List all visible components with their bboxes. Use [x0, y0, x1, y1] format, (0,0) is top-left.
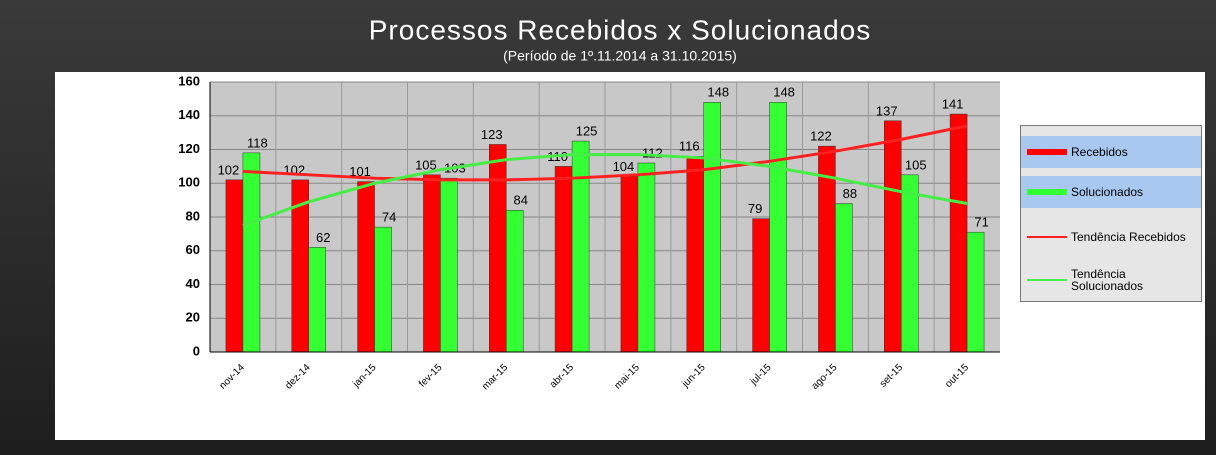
data-label: 62 — [316, 230, 330, 245]
bar — [242, 152, 261, 353]
y-tick-label: 80 — [186, 208, 200, 223]
bar — [901, 174, 919, 353]
data-label: 84 — [514, 193, 528, 208]
data-label: 116 — [679, 139, 700, 154]
legend: Recebidos Solucionados Tendência Recebidos… — [1020, 125, 1202, 302]
bar — [506, 210, 524, 353]
legend-label: Recebidos — [1071, 145, 1128, 159]
bar — [637, 162, 656, 353]
bar — [308, 247, 326, 353]
data-label: 71 — [974, 215, 988, 230]
y-tick-label: 120 — [178, 141, 200, 156]
bar — [225, 179, 244, 353]
legend-item: Tendência Recebidos — [1021, 221, 1201, 253]
bar — [571, 140, 590, 353]
y-tick-label: 140 — [178, 107, 200, 122]
y-tick-label: 0 — [193, 343, 200, 358]
trend-line — [242, 153, 968, 227]
y-tick-label: 60 — [186, 242, 200, 257]
y-tick-label: 40 — [186, 276, 200, 291]
data-label: 122 — [810, 129, 832, 144]
bar — [884, 120, 902, 353]
chart-subtitle: (Período de 1º.11.2014 a 31.10.2015) — [503, 48, 737, 64]
legend-swatch — [1027, 236, 1067, 238]
bar — [835, 203, 853, 353]
data-label: 118 — [247, 135, 268, 150]
y-tick-label: 100 — [178, 175, 200, 190]
y-tick-label: 160 — [178, 73, 200, 88]
data-label: 74 — [382, 210, 396, 225]
legend-label: Solucionados — [1071, 185, 1144, 199]
bar — [357, 181, 375, 353]
data-label: 105 — [905, 157, 927, 172]
legend-item: Recebidos — [1021, 136, 1201, 168]
bar — [769, 102, 787, 353]
y-tick-label: 20 — [186, 310, 200, 325]
trend-line — [242, 124, 968, 182]
data-label: 88 — [843, 186, 857, 201]
data-label: 137 — [876, 103, 898, 118]
bar — [554, 166, 573, 353]
bar — [423, 174, 441, 353]
legend-label: Tendência Solucionados — [1071, 267, 1144, 293]
legend-swatch — [1027, 189, 1067, 195]
data-label: 112 — [642, 145, 663, 160]
legend-swatch — [1027, 279, 1067, 281]
legend-item: Tendência Solucionados — [1021, 264, 1201, 296]
data-label: 101 — [349, 164, 371, 179]
bar — [703, 102, 721, 353]
data-label: 102 — [218, 162, 240, 177]
bar — [752, 218, 770, 353]
legend-item: Solucionados — [1021, 176, 1201, 208]
data-label: 141 — [942, 97, 964, 112]
bar — [949, 113, 968, 353]
data-label: 105 — [415, 157, 437, 172]
chart-title: Processos Recebidos x Solucionados — [369, 14, 871, 45]
data-label: 148 — [773, 85, 795, 100]
bar — [686, 156, 704, 353]
bar — [440, 177, 458, 353]
bar — [620, 176, 639, 353]
bar — [489, 144, 507, 353]
data-label: 79 — [748, 201, 762, 216]
bar — [966, 231, 985, 353]
legend-label: Tendência Recebidos — [1071, 230, 1186, 244]
data-label: 148 — [707, 85, 729, 100]
data-label: 125 — [576, 124, 598, 139]
data-label: 123 — [481, 127, 503, 142]
data-label: 104 — [613, 159, 635, 174]
bar — [374, 226, 392, 353]
legend-swatch — [1027, 149, 1067, 155]
